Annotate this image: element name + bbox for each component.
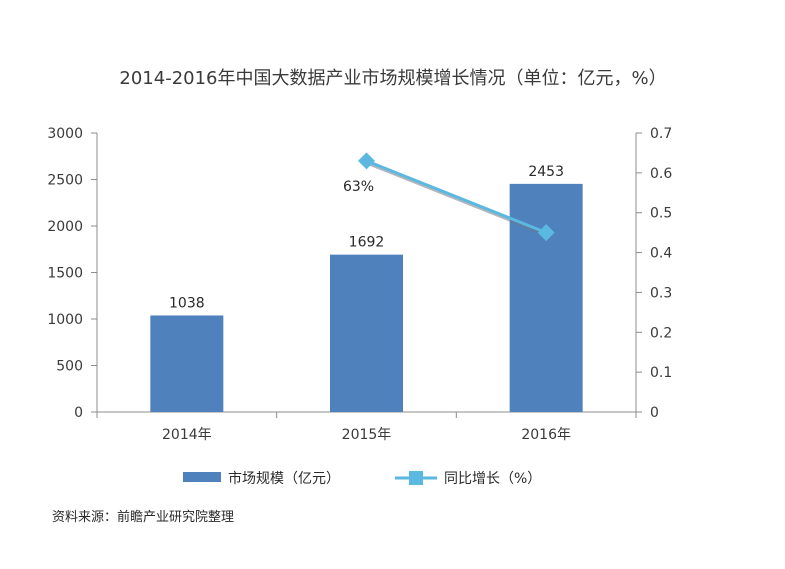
bar-value-label: 2453	[528, 164, 564, 180]
bar-0	[150, 315, 224, 412]
legend-label-bar: 市场规模（亿元）	[228, 470, 340, 487]
y-right-tick-label: 0.2	[650, 325, 672, 341]
growth-line-shadow	[365, 161, 547, 237]
data-labels: 1038 1692 2453 63%	[169, 164, 564, 312]
y-left-tick-label: 500	[56, 359, 83, 375]
bar-1	[330, 254, 403, 412]
y-right-tick-label: 0.4	[650, 246, 672, 262]
y-right-tick-label: 0	[650, 405, 659, 421]
y-left-tick-label: 2000	[47, 219, 83, 235]
growth-line	[358, 152, 555, 242]
legend-label-line: 同比增长（%）	[444, 471, 541, 487]
growth-value-label: 63%	[343, 179, 374, 195]
chart-title: 2014-2016年中国大数据产业市场规模增长情况（单位：亿元，%）	[119, 68, 666, 89]
x-tick-label: 2015年	[342, 427, 392, 443]
bars	[150, 183, 583, 412]
growth-point-2	[537, 224, 555, 242]
axes: 0 500 1000 1500 2000 2500 3000 0 0.1 0.2 0.3 0.4 0.5…	[47, 126, 672, 443]
y-left-tick-label: 3000	[47, 126, 83, 142]
y-left-tick-label: 1500	[47, 266, 83, 282]
legend: 市场规模（亿元） 同比增长（%）	[183, 470, 541, 487]
y-right-tick-label: 0.7	[650, 126, 672, 142]
growth-line-path	[365, 159, 547, 235]
x-tick-label: 2014年	[162, 427, 212, 443]
y-left-tick-label: 1000	[47, 312, 83, 328]
bar-2	[509, 183, 583, 412]
growth-point-1	[358, 152, 375, 170]
y-right-tick-label: 0.6	[650, 166, 672, 182]
bar-value-label: 1692	[349, 235, 385, 251]
y-left-tick-label: 0	[74, 405, 83, 421]
y-left-tick-label: 2500	[47, 173, 83, 189]
y-right-tick-label: 0.1	[650, 365, 672, 381]
y-right-tick-label: 0.3	[650, 285, 672, 301]
y-right-tick-label: 0.5	[650, 206, 672, 222]
legend-swatch-marker	[409, 471, 423, 485]
source-note: 资料来源：前瞻产业研究院整理	[52, 509, 234, 525]
x-tick-label: 2016年	[521, 427, 571, 443]
legend-swatch-bar	[183, 472, 221, 482]
bar-value-label: 1038	[169, 295, 205, 311]
